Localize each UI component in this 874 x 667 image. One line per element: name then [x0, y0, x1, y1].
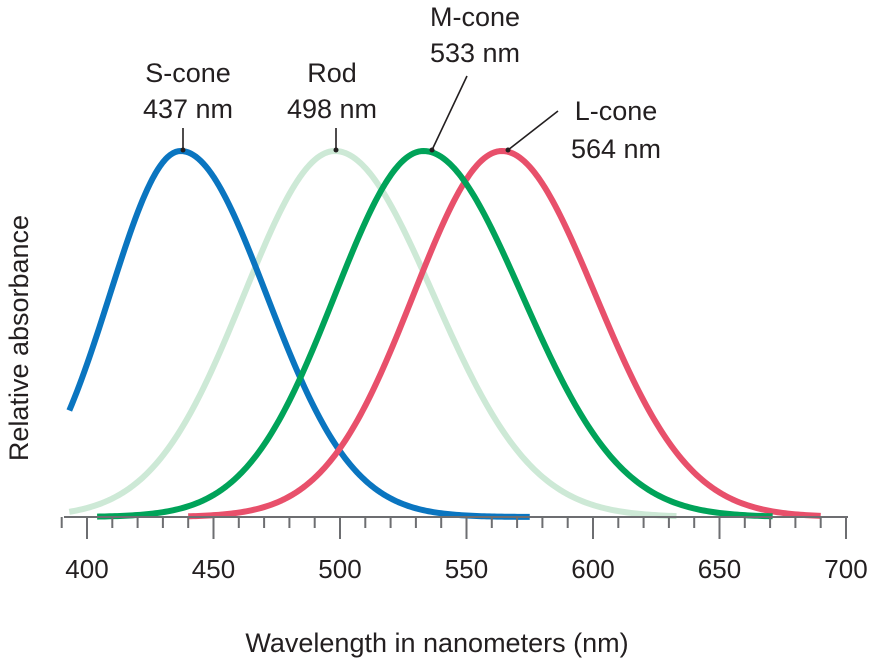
x-axis: 400 450 500 550 600 650 700 — [60, 516, 868, 584]
m-cone-peak-dot — [429, 147, 435, 153]
s-cone-name-label: S-cone — [145, 58, 231, 88]
l-cone-curve — [187, 148, 822, 520]
x-tick-label: 600 — [571, 554, 614, 584]
rod-name-label: Rod — [307, 58, 357, 88]
s-cone-peak-label: 437 nm — [143, 94, 233, 124]
l-cone-leader-line — [507, 110, 559, 151]
curves — [66, 148, 822, 520]
m-cone-leader-line — [431, 75, 468, 151]
x-axis-title: Wavelength in nanometers (nm) — [245, 628, 628, 658]
x-axis-ticks — [60, 517, 847, 539]
x-tick-label: 650 — [698, 554, 741, 584]
l-cone-peak-dot — [505, 147, 511, 153]
x-tick-label: 500 — [318, 554, 361, 584]
x-tick-label: 400 — [65, 554, 108, 584]
x-tick-label: 550 — [445, 554, 488, 584]
x-tick-label: 450 — [192, 554, 235, 584]
s-cone-peak-dot — [180, 147, 186, 153]
m-cone-curve — [96, 148, 774, 520]
m-cone-name-label: M-cone — [430, 2, 520, 32]
rod-peak-dot — [333, 147, 339, 153]
x-axis-tick-labels: 400 450 500 550 600 650 700 — [65, 554, 867, 584]
l-cone-name-label: L-cone — [575, 96, 658, 126]
s-cone-curve — [66, 148, 531, 520]
x-tick-label: 700 — [824, 554, 867, 584]
y-axis-title: Relative absorbance — [4, 215, 34, 461]
l-cone-peak-label: 564 nm — [571, 134, 661, 164]
rod-curve — [68, 148, 677, 520]
peak-labels: S-cone 437 nm Rod 498 nm M-cone 533 nm L-cone 5… — [143, 2, 661, 164]
rod-peak-label: 498 nm — [287, 94, 377, 124]
m-cone-peak-label: 533 nm — [430, 38, 520, 68]
